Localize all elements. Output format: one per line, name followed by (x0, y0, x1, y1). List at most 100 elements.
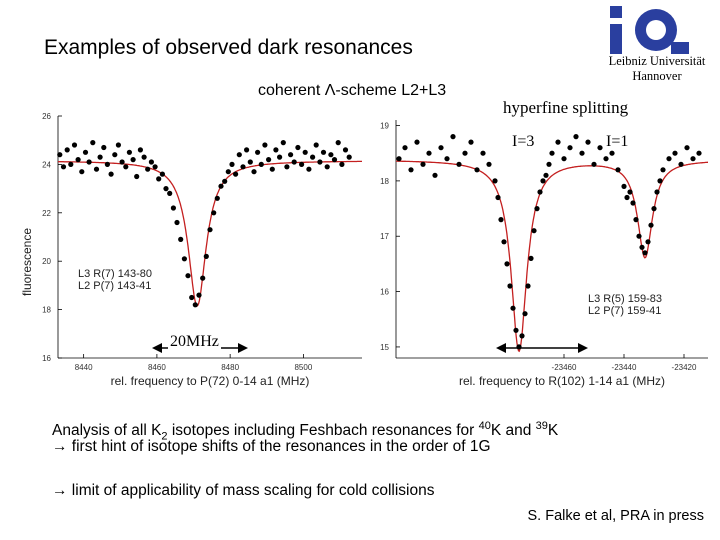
data-point (108, 171, 114, 177)
data-point (585, 139, 591, 145)
data-point (474, 167, 480, 173)
data-point (324, 164, 330, 170)
data-point (255, 149, 261, 155)
data-point (537, 189, 543, 195)
data-point (156, 176, 162, 182)
data-point (672, 150, 678, 156)
fit-curve (396, 160, 708, 353)
data-point (233, 171, 239, 177)
data-point (130, 157, 136, 163)
data-point (339, 161, 345, 167)
data-point (273, 147, 279, 153)
arrow-icon: → (52, 438, 68, 455)
data-point (501, 239, 507, 245)
lambda-scheme-label: coherent Λ-scheme L2+L3 (258, 82, 447, 99)
data-point (456, 161, 462, 167)
arrow-icon: → (52, 482, 68, 499)
data-point (302, 149, 308, 155)
data-point (299, 161, 305, 167)
data-point (97, 154, 103, 160)
y-tick-label: 26 (42, 112, 51, 121)
isotope-shift-line: → first hint of isotope shifts of the re… (52, 438, 491, 455)
y-axis-label: fluorescence (20, 228, 34, 296)
data-point (244, 147, 250, 153)
data-point (178, 236, 184, 242)
data-point (561, 156, 567, 162)
data-point (468, 139, 474, 145)
data-point (609, 150, 615, 156)
y-tick-label: 17 (380, 232, 389, 241)
x-tick-label: 8460 (148, 363, 166, 372)
y-tick-label: 18 (42, 306, 51, 315)
scale-bar-right (496, 343, 588, 353)
data-point (420, 161, 426, 167)
data-point (251, 169, 257, 175)
data-point (269, 166, 275, 172)
data-point (167, 190, 173, 196)
legend-entry: L2 P(7) 143-41 (78, 280, 151, 292)
y-tick-label: 19 (380, 122, 389, 131)
data-point (432, 172, 438, 178)
data-point (342, 147, 349, 153)
data-point (134, 173, 140, 180)
data-point (112, 152, 118, 158)
data-point (510, 305, 516, 311)
data-point (528, 255, 534, 261)
data-point (666, 156, 672, 162)
data-point (651, 206, 657, 212)
data-point (633, 217, 639, 223)
data-point (79, 169, 85, 175)
data-point (218, 183, 224, 189)
data-point (137, 147, 143, 153)
data-point (185, 273, 191, 279)
data-point (163, 186, 169, 192)
data-point (101, 144, 107, 151)
data-point (258, 161, 264, 167)
data-point (513, 327, 519, 333)
left-resonance-chart: 16 18 20 22 24 26 8440 8460 8480 8500 rel. frequen… (20, 112, 362, 388)
data-point (148, 159, 154, 165)
data-point (543, 172, 549, 178)
y-tick-label: 20 (42, 257, 51, 266)
x-axis-label: rel. frequency to P(72) 0-14 a1 (MHz) (111, 374, 310, 388)
data-point (498, 217, 504, 223)
data-point (654, 189, 660, 195)
scale-label: 20MHz (168, 333, 221, 351)
data-point (486, 161, 492, 167)
data-point (192, 302, 198, 308)
data-point (567, 145, 573, 151)
label-i3: I=3 (512, 133, 535, 150)
data-point (408, 167, 414, 173)
data-point (426, 150, 432, 156)
data-point (247, 159, 253, 165)
data-point (450, 134, 456, 140)
data-point (507, 283, 513, 289)
data-point (225, 169, 231, 175)
data-point (170, 205, 176, 211)
data-point (414, 139, 420, 145)
data-point (621, 183, 627, 189)
data-point (222, 178, 228, 184)
y-tick-label: 16 (42, 354, 51, 363)
data-point (214, 195, 220, 201)
data-point (615, 167, 621, 173)
data-point (115, 142, 121, 148)
y-tick-label: 15 (380, 343, 389, 352)
data-point (396, 156, 402, 162)
data-point (90, 140, 96, 146)
data-point (277, 154, 283, 160)
data-point (335, 140, 341, 146)
data-point (200, 275, 206, 281)
data-point (346, 154, 352, 160)
data-point (402, 145, 408, 151)
university-logo (610, 6, 689, 54)
data-point (603, 156, 609, 162)
data-point (684, 145, 690, 151)
data-point (181, 256, 187, 262)
data-point (71, 142, 78, 148)
x-tick-label: 8500 (294, 363, 312, 372)
data-point (696, 150, 702, 156)
x-tick-label: 8440 (75, 363, 93, 372)
y-tick-label: 18 (380, 177, 389, 186)
data-point (492, 178, 498, 184)
